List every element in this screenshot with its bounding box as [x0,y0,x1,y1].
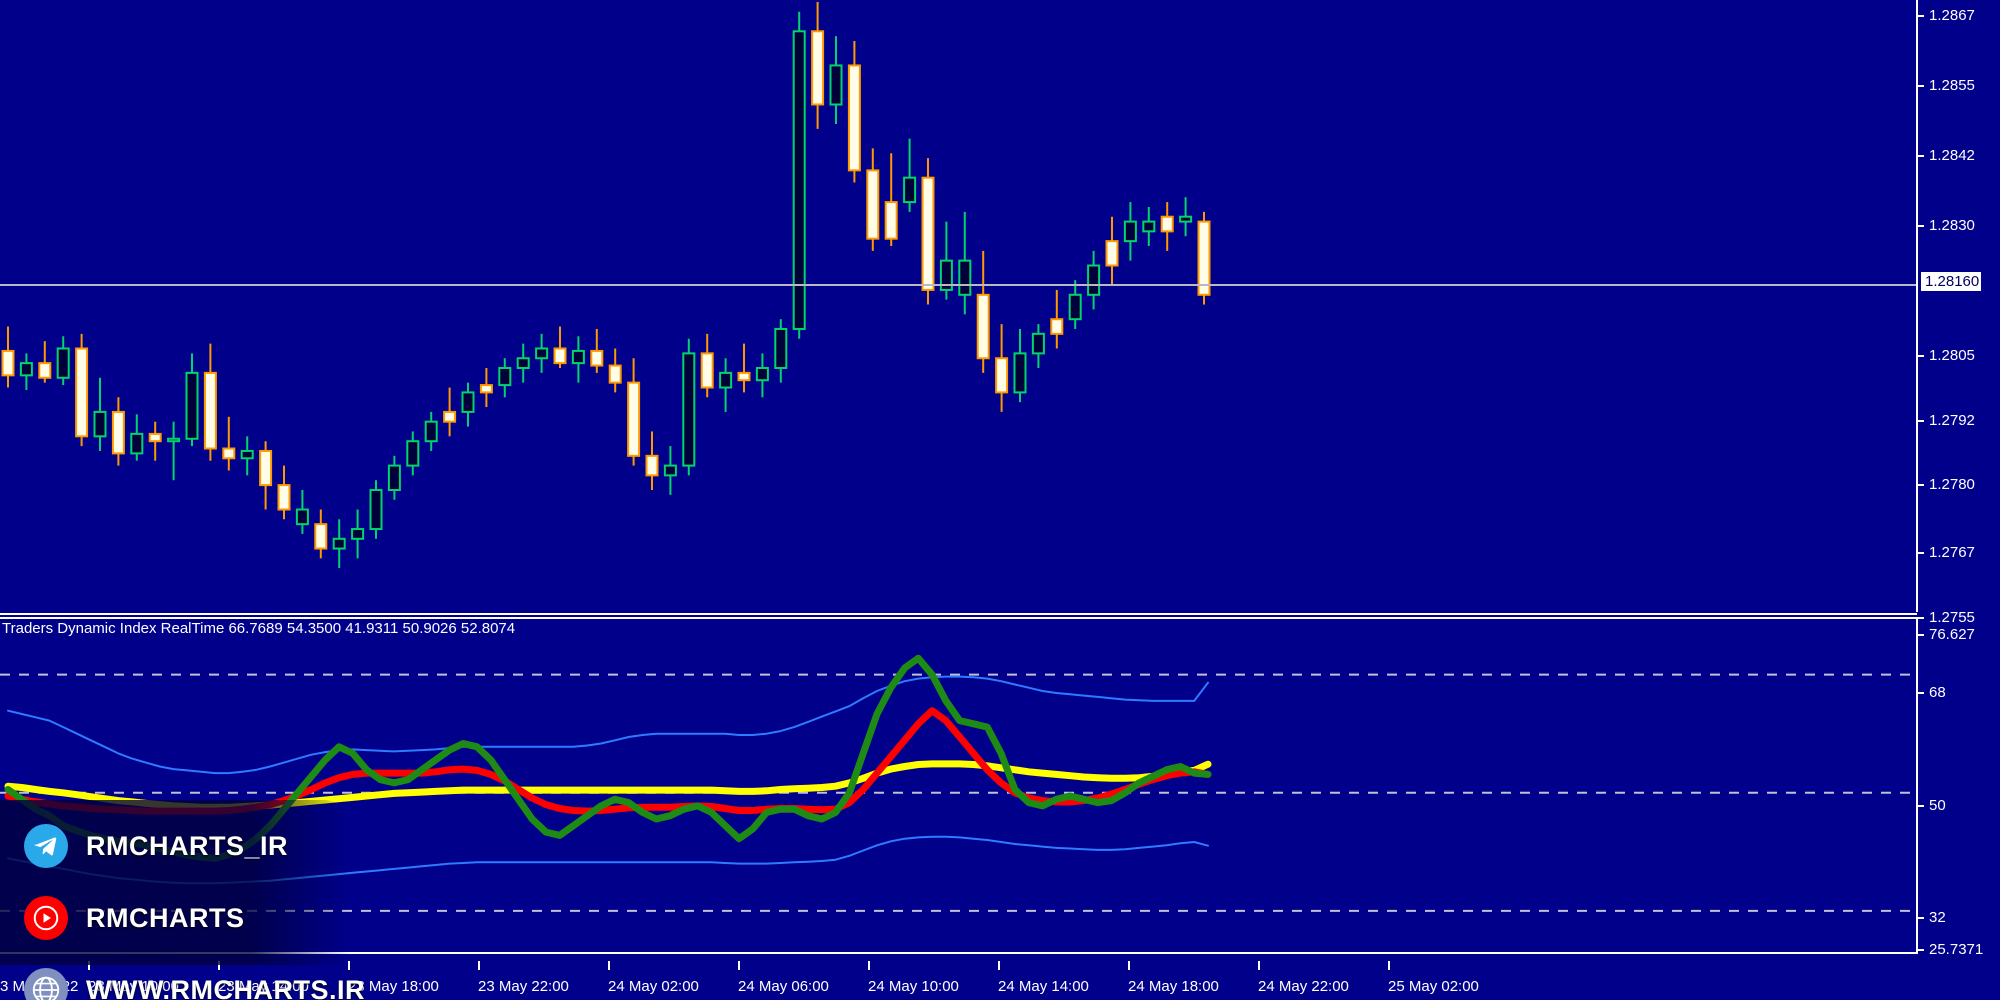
indicator-title: Traders Dynamic Index RealTime 66.7689 5… [2,620,516,637]
globe-icon [24,968,68,1000]
watermark-label-telegram: RMCHARTS_IR [86,830,289,861]
price-tick [1917,85,1924,87]
indicator-scale-label: 50 [1929,797,1946,814]
time-tick [998,961,1000,970]
time-tick [218,961,220,970]
time-tick [608,961,610,970]
price-scale-label: 1.2867 [1929,7,1975,24]
indicator-tick [1917,949,1924,951]
indicator-tick [1917,692,1924,694]
price-tick [1917,552,1924,554]
time-tick [478,961,480,970]
watermark-overlay: RMCHARTS_IR RMCHARTS WWW.RM [0,800,364,1000]
time-scale-label: 24 May 06:00 [738,978,829,995]
youtube-icon [24,896,68,940]
price-scale-label: 1.2792 [1929,412,1975,429]
watermark-row-telegram[interactable]: RMCHARTS_IR [24,824,288,868]
price-scale-label: 1.2830 [1929,217,1975,234]
telegram-icon [24,824,68,868]
time-scale-label: 24 May 14:00 [998,978,1089,995]
price-tick [1917,225,1924,227]
watermark-row-website[interactable]: WWW.RMCHARTS.IR [24,968,365,1000]
time-tick [1128,961,1130,970]
time-scale-label: 23 May 10:00 [88,978,179,995]
price-tick [1917,355,1924,357]
indicator-scale-label: 76.627 [1929,626,1975,643]
time-tick [348,961,350,970]
price-tick [1917,420,1924,422]
time-scale-label: 23 May 18:00 [348,978,439,995]
price-scale-label: 1.2855 [1929,77,1975,94]
indicator-scale-label: 25.7371 [1929,941,1984,958]
price-scale-label: 1.2842 [1929,147,1975,164]
price-tick [1917,484,1924,486]
time-scale-label: 23 May 22:00 [478,978,569,995]
time-scale-label: 24 May 02:00 [608,978,699,995]
time-tick [88,961,90,970]
watermark-row-youtube[interactable]: RMCHARTS [24,896,245,940]
time-tick [868,961,870,970]
current-price-label: 1.28160 [1921,272,1982,291]
time-scale-label: 24 May 10:00 [868,978,959,995]
time-scale-label: 23 May 14:00 [218,978,309,995]
time-tick [1388,961,1390,970]
time-scale-label: 24 May 22:00 [1258,978,1349,995]
watermark-label-website: WWW.RMCHARTS.IR [86,974,365,1000]
price-tick [1917,617,1924,619]
indicator-tick [1917,805,1924,807]
watermark-label-youtube: RMCHARTS [86,902,245,933]
time-scale-label: 24 May 18:00 [1128,978,1219,995]
time-tick [1258,961,1260,970]
price-tick [1917,15,1924,17]
indicator-scale-label: 68 [1929,684,1946,701]
price-scale[interactable]: 1.2867 1.2855 1.2842 1.2830 1.2805 1.2792 1.27… [1917,0,2000,1000]
price-tick [1917,155,1924,157]
price-scale-label: 1.2767 [1929,544,1975,561]
price-scale-label: 1.2755 [1929,609,1975,626]
indicator-scale-label: 32 [1929,909,1946,926]
price-scale-label: 1.2805 [1929,347,1975,364]
time-scale-label: 25 May 02:00 [1388,978,1479,995]
indicator-tick [1917,917,1924,919]
time-tick [738,961,740,970]
indicator-tick [1917,634,1924,636]
price-scale-label: 1.2780 [1929,476,1975,493]
